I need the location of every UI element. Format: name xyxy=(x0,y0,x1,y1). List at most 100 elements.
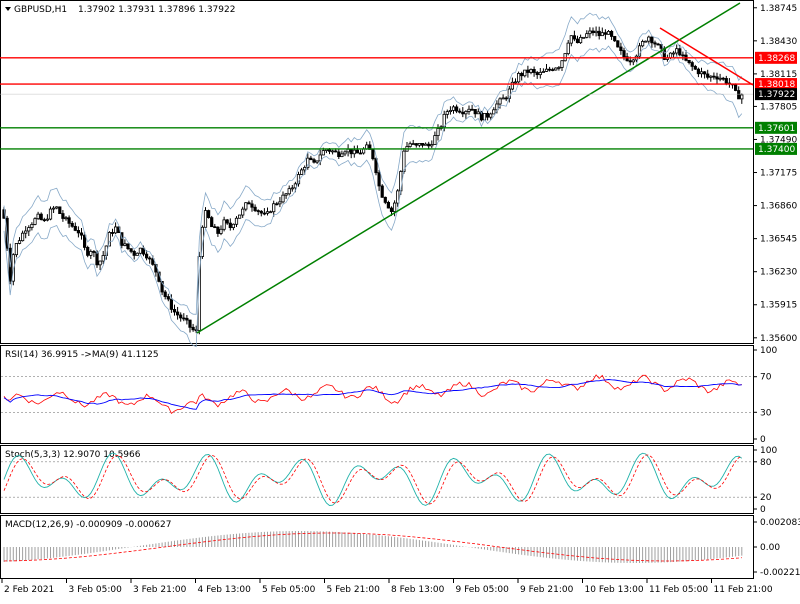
time-tick-label: 4 Feb 13:00 xyxy=(198,585,252,595)
stoch-main-line xyxy=(3,452,743,506)
candle xyxy=(650,35,654,48)
candle xyxy=(703,71,707,79)
candle xyxy=(448,106,453,115)
candle xyxy=(476,108,480,115)
price-level-label: 1.38018 xyxy=(758,80,795,90)
candle xyxy=(256,209,260,216)
candle xyxy=(330,149,335,155)
candle xyxy=(39,212,43,221)
candle xyxy=(641,39,645,48)
candle xyxy=(411,139,415,145)
candle xyxy=(281,191,285,204)
candle xyxy=(64,216,68,221)
candle xyxy=(644,40,648,43)
candle xyxy=(408,141,412,148)
price-tick-label: 1.38745 xyxy=(760,4,797,14)
candle xyxy=(213,223,217,229)
price-level-tag xyxy=(755,142,797,155)
candle xyxy=(721,76,725,81)
candle xyxy=(445,109,449,119)
candle xyxy=(358,149,363,155)
candle xyxy=(715,72,719,84)
candle xyxy=(485,110,490,121)
candle xyxy=(265,207,270,216)
candle xyxy=(315,160,319,165)
candle xyxy=(551,67,555,72)
macd-panel xyxy=(0,515,754,579)
candle xyxy=(114,222,118,235)
candle xyxy=(228,218,232,231)
candle xyxy=(299,167,304,175)
candle xyxy=(454,104,459,114)
candle xyxy=(579,34,583,44)
candle xyxy=(461,107,465,118)
price-tick-label: 1.37805 xyxy=(760,102,797,112)
candle xyxy=(423,142,428,146)
indicator-tick-label: 100 xyxy=(760,346,777,356)
collapse-triangle-icon[interactable] xyxy=(5,7,11,11)
candle xyxy=(566,40,570,56)
candle xyxy=(24,226,28,239)
time-tick-label: 5 Feb 05:00 xyxy=(262,585,316,595)
candle xyxy=(594,26,598,37)
candle xyxy=(451,105,456,114)
price-tick-label: 1.35915 xyxy=(760,301,797,311)
candle xyxy=(433,131,437,145)
candle xyxy=(92,250,96,258)
candle xyxy=(83,231,87,251)
candle xyxy=(275,201,279,206)
candle xyxy=(55,206,59,210)
time-tick-label: 5 Feb 21:00 xyxy=(327,585,381,595)
indicator-tick-label: 0.00 xyxy=(760,543,780,553)
candle xyxy=(191,323,195,332)
candle xyxy=(396,188,400,207)
candle xyxy=(52,205,56,214)
downtrend-line[interactable] xyxy=(659,27,754,86)
stoch-signal-line xyxy=(3,454,742,505)
candle xyxy=(489,112,493,120)
candle xyxy=(690,60,694,71)
price-tick-label: 1.38115 xyxy=(760,70,797,80)
candle xyxy=(309,155,313,161)
candle xyxy=(572,30,577,42)
candle xyxy=(588,27,592,39)
candle xyxy=(414,143,418,148)
candle xyxy=(98,260,102,271)
candle xyxy=(436,124,440,141)
candle xyxy=(206,209,211,219)
candle xyxy=(132,249,136,260)
candle xyxy=(585,30,589,39)
candle xyxy=(517,71,521,84)
candle xyxy=(70,221,74,228)
candle xyxy=(380,184,384,198)
candle xyxy=(182,313,186,322)
candle xyxy=(185,314,189,325)
candle xyxy=(377,169,381,191)
candle xyxy=(501,94,505,100)
candle xyxy=(709,75,713,82)
candle xyxy=(259,210,263,217)
candle xyxy=(107,231,111,247)
candle xyxy=(653,40,657,48)
candle xyxy=(61,210,65,222)
price-tick-label: 1.37175 xyxy=(760,169,797,179)
indicator-tick-label: 30 xyxy=(760,408,772,418)
candle xyxy=(374,157,378,176)
candle xyxy=(222,216,226,232)
candle xyxy=(89,249,93,259)
candle xyxy=(129,248,133,254)
candle xyxy=(203,207,208,229)
candle xyxy=(526,65,530,78)
candle xyxy=(647,35,651,45)
rsi-line xyxy=(3,374,742,415)
candle xyxy=(20,230,25,242)
candle xyxy=(504,96,508,102)
candle xyxy=(693,64,697,70)
candle xyxy=(541,68,546,73)
candle xyxy=(464,110,468,119)
candle xyxy=(79,228,84,240)
candle xyxy=(253,204,257,213)
candle xyxy=(371,148,375,161)
candle xyxy=(135,252,139,256)
